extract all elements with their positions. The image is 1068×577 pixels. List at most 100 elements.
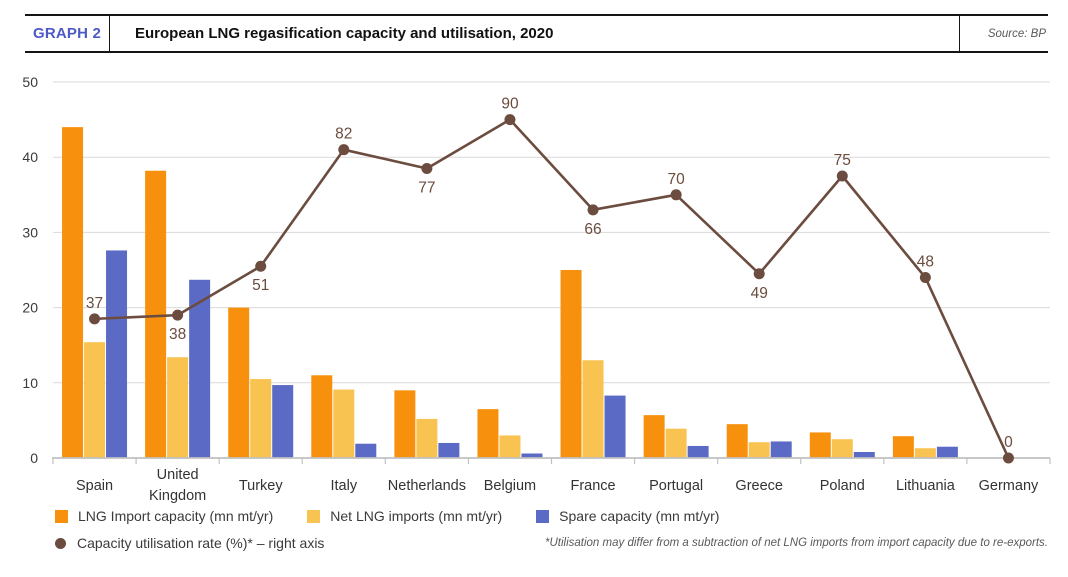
utilisation-point-germany — [1002, 452, 1014, 464]
x-axis-label: Spain — [76, 478, 113, 494]
x-axis-label: Turkey — [239, 478, 284, 494]
x-axis-label: Germany — [979, 478, 1039, 494]
bar-imports-portugal — [665, 428, 687, 458]
utilisation-value-label: 51 — [252, 277, 269, 294]
import-capacity-swatch-icon — [55, 509, 68, 523]
utilisation-dot-icon — [55, 537, 66, 549]
chart-header: GRAPH 2 European LNG regasification capa… — [25, 14, 1048, 53]
x-axis-label: Lithuania — [896, 478, 956, 494]
bar-spare-netherlands — [438, 442, 460, 458]
bar-imports-netherlands — [416, 418, 438, 458]
utilisation-value-label: 48 — [917, 254, 934, 271]
bar-spare-united-kingdom — [189, 279, 211, 458]
spare-capacity-swatch-icon — [536, 509, 550, 523]
legend-row-bars: LNG Import capacity (mn mt/yr) Net LNG i… — [55, 508, 1048, 524]
bar-capacity-greece — [726, 424, 748, 458]
utilisation-point-turkey — [255, 260, 267, 272]
utilisation-point-greece — [753, 268, 765, 280]
legend: LNG Import capacity (mn mt/yr) Net LNG i… — [55, 508, 1048, 551]
header-divider-left — [109, 16, 110, 51]
bar-capacity-netherlands — [394, 390, 416, 458]
y-axis-label: 0 — [30, 450, 38, 466]
bar-imports-lithuania — [914, 448, 936, 458]
x-axis-label: Belgium — [484, 478, 536, 494]
footnote: *Utilisation may differ from a subtracti… — [545, 537, 1048, 549]
legend-item-utilisation: Capacity utilisation rate (%)* – right a… — [55, 535, 324, 551]
bar-spare-belgium — [521, 453, 543, 458]
utilisation-point-portugal — [670, 189, 682, 201]
bar-capacity-united-kingdom — [145, 170, 167, 458]
bar-spare-italy — [355, 443, 377, 458]
bar-capacity-france — [560, 270, 582, 458]
y-axis-label: 40 — [22, 149, 38, 165]
graph-tag: GRAPH 2 — [33, 25, 102, 42]
bar-spare-turkey — [272, 385, 294, 458]
x-axis-label: Italy — [330, 478, 357, 494]
header-divider-right — [959, 16, 960, 51]
utilisation-point-lithuania — [919, 272, 931, 284]
utilisation-value-label: 49 — [751, 285, 768, 302]
legend-row-line: Capacity utilisation rate (%)* – right a… — [55, 535, 1048, 551]
chart-title: European LNG regasification capacity and… — [135, 25, 554, 42]
utilisation-point-france — [587, 204, 599, 216]
y-axis-label: 10 — [22, 375, 38, 391]
legend-item-import-capacity: LNG Import capacity (mn mt/yr) — [55, 508, 273, 524]
bar-spare-portugal — [687, 445, 709, 458]
legend-item-spare-capacity: Spare capacity (mn mt/yr) — [536, 508, 719, 524]
legend-label-net-imports: Net LNG imports (mn mt/yr) — [330, 508, 503, 524]
net-imports-swatch-icon — [307, 509, 321, 523]
bar-capacity-portugal — [643, 415, 665, 458]
bar-imports-turkey — [250, 379, 272, 458]
bar-spare-poland — [853, 451, 875, 458]
utilisation-value-label: 82 — [335, 126, 352, 143]
source-label: Source: BP — [987, 27, 1046, 40]
bar-imports-greece — [748, 442, 770, 458]
bar-imports-italy — [333, 389, 355, 458]
bar-spare-greece — [770, 441, 792, 458]
x-axis-label: France — [570, 478, 615, 494]
utilisation-line — [94, 118, 1010, 459]
bar-spare-france — [604, 395, 626, 458]
utilisation-point-spain — [89, 313, 101, 325]
y-axis-label: 50 — [22, 74, 38, 90]
bar-imports-belgium — [499, 435, 521, 458]
utilisation-value-label: 90 — [501, 96, 519, 113]
x-axis-label: Netherlands — [388, 478, 466, 494]
bar-imports-united-kingdom — [167, 357, 189, 458]
x-axis-label: Portugal — [649, 478, 703, 494]
utilisation-value-label: 70 — [668, 171, 686, 188]
bar-capacity-poland — [809, 432, 831, 458]
x-axis-label: United Kingdom — [149, 467, 206, 504]
utilisation-value-label: 77 — [418, 179, 435, 196]
bar-capacity-spain — [62, 127, 84, 459]
bar-spare-lithuania — [936, 446, 958, 458]
bar-imports-poland — [831, 439, 853, 458]
y-axis-label: 20 — [22, 300, 38, 316]
x-axis-label: Poland — [820, 478, 865, 494]
y-axis-label: 30 — [22, 224, 38, 240]
legend-item-net-imports: Net LNG imports (mn mt/yr) — [307, 508, 502, 524]
bar-capacity-italy — [311, 375, 333, 458]
bar-capacity-turkey — [228, 307, 250, 458]
chart-canvas: 0 10 20 30 40 50 Spain United Kingdom Turkey Italy… — [22, 74, 1051, 504]
utilisation-value-label: 38 — [169, 326, 186, 343]
bar-imports-spain — [84, 342, 106, 458]
legend-label-import-capacity: LNG Import capacity (mn mt/yr) — [78, 508, 274, 524]
bar-spare-spain — [106, 250, 128, 458]
x-axis-label: Greece — [735, 478, 783, 494]
legend-label-spare-capacity: Spare capacity (mn mt/yr) — [559, 508, 720, 524]
utilisation-point-poland — [836, 170, 848, 182]
utilisation-point-netherlands — [421, 162, 433, 174]
utilisation-value-label: 37 — [86, 295, 103, 312]
utilisation-value-label: 75 — [834, 152, 851, 169]
legend-label-utilisation: Capacity utilisation rate (%)* – right a… — [77, 535, 325, 551]
utilisation-point-belgium — [504, 114, 516, 126]
bar-capacity-belgium — [477, 409, 499, 458]
utilisation-point-italy — [338, 144, 350, 156]
bar-capacity-lithuania — [892, 436, 914, 458]
bar-imports-france — [582, 360, 604, 458]
utilisation-value-label: 0 — [1004, 434, 1013, 451]
utilisation-point-united-kingdom — [172, 309, 184, 321]
utilisation-value-label: 66 — [584, 221, 601, 238]
